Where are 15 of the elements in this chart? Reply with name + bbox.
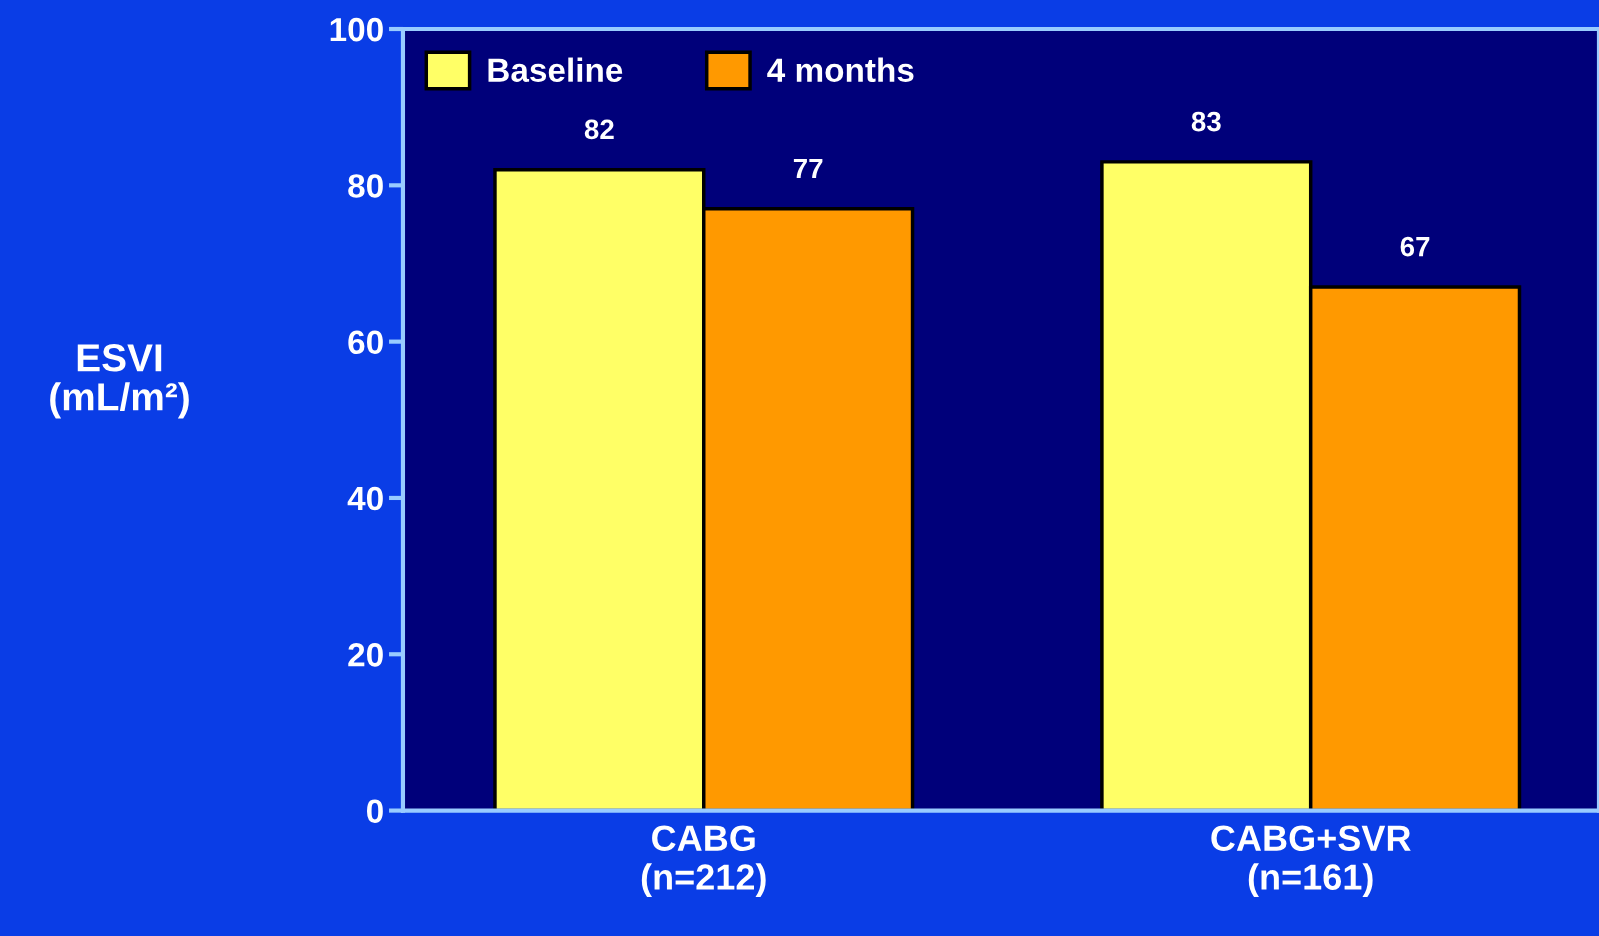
y-tick-label: 0 bbox=[366, 799, 383, 823]
y-tick-label: 60 bbox=[348, 330, 383, 355]
data-label: 82 bbox=[584, 119, 614, 140]
legend-label: Baseline bbox=[488, 57, 623, 83]
data-label: 77 bbox=[793, 158, 823, 179]
x-tick-label: CABG (n=212) bbox=[641, 825, 766, 898]
legend-label: 4 months bbox=[767, 57, 914, 83]
y-tick-label: 100 bbox=[330, 17, 383, 42]
y-tick-label: 20 bbox=[348, 643, 383, 667]
x-tick-label: CABG+SVR (n=161) bbox=[1211, 825, 1411, 898]
data-label: 67 bbox=[1400, 236, 1430, 257]
y-tick-label: 80 bbox=[348, 174, 383, 198]
y-axis-title: ESVI (mL/m²) bbox=[50, 344, 189, 419]
y-tick-label: 40 bbox=[347, 486, 383, 511]
data-label: 83 bbox=[1191, 111, 1221, 132]
